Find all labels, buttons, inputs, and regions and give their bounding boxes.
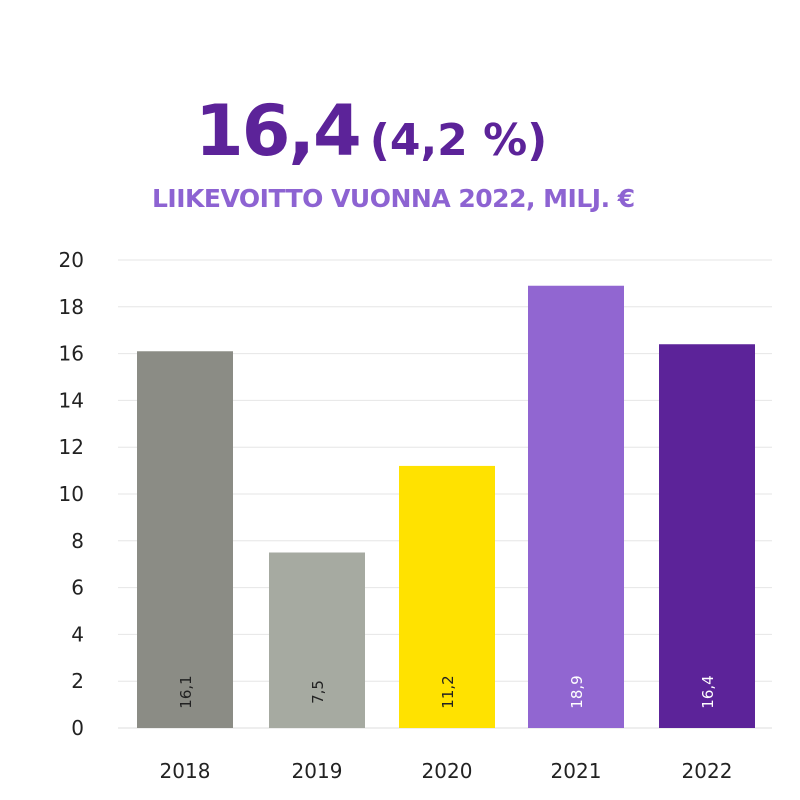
headline-percent: (4,2 %) <box>369 115 548 166</box>
y-tick-label: 8 <box>71 529 84 553</box>
y-tick-label: 16 <box>59 342 84 366</box>
x-tick-label-2022: 2022 <box>682 759 733 783</box>
chart-subtitle: LIIKEVOITTO VUONNA 2022, MILJ. € <box>152 184 635 213</box>
bar-2019 <box>269 552 365 728</box>
y-tick-label: 6 <box>71 576 84 600</box>
data-label-2020: 11,2 <box>439 675 457 708</box>
x-tick-label-2018: 2018 <box>160 759 211 783</box>
x-tick-label-2019: 2019 <box>292 759 343 783</box>
y-tick-label: 0 <box>71 716 84 740</box>
data-label-2022: 16,4 <box>699 675 717 708</box>
data-label-2021: 18,9 <box>568 675 586 708</box>
x-tick-label-2020: 2020 <box>422 759 473 783</box>
data-label-2018: 16,1 <box>177 675 195 708</box>
bar-2020 <box>399 465 495 728</box>
data-label-2019: 7,5 <box>309 680 327 704</box>
y-tick-label: 14 <box>59 388 84 412</box>
headline-value: 16,4 <box>195 90 362 172</box>
bar-2021 <box>528 285 624 728</box>
y-tick-label: 2 <box>71 669 84 693</box>
headline: 16,4 (4,2 %) <box>195 90 547 172</box>
y-tick-label: 12 <box>59 435 84 459</box>
x-tick-label-2021: 2021 <box>551 759 602 783</box>
y-tick-label: 10 <box>59 482 84 506</box>
bar-2018 <box>137 351 233 728</box>
y-tick-label: 20 <box>59 248 84 272</box>
y-tick-label: 18 <box>59 295 84 319</box>
bar-2022 <box>659 344 755 728</box>
y-tick-label: 4 <box>71 622 84 646</box>
